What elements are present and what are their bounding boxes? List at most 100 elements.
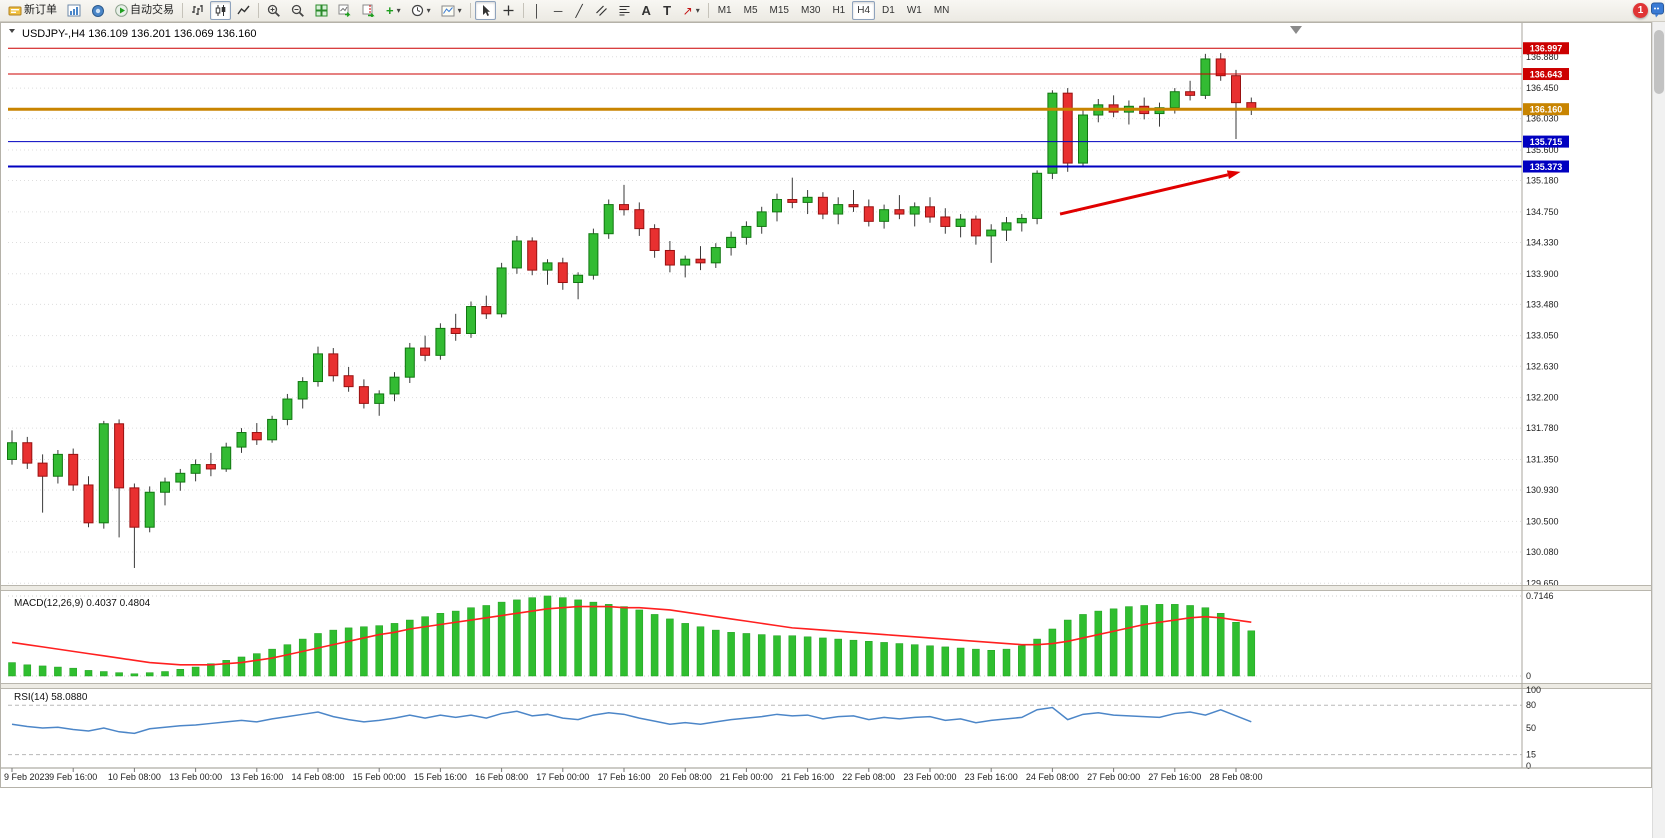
chevron-down-icon: ▾ bbox=[695, 5, 700, 15]
market-watch-button[interactable] bbox=[63, 1, 85, 20]
crosshair-icon bbox=[503, 5, 514, 16]
label-button[interactable]: T bbox=[658, 1, 677, 20]
trendline-button[interactable]: ╱ bbox=[570, 1, 589, 20]
svg-text:133.900: 133.900 bbox=[1526, 269, 1559, 279]
price-badge bbox=[1523, 160, 1569, 173]
svg-text:131.350: 131.350 bbox=[1526, 454, 1559, 464]
chevron-down-icon: ▾ bbox=[457, 5, 462, 15]
auto-scroll-icon bbox=[338, 4, 351, 17]
trendline-icon: ╱ bbox=[575, 3, 583, 18]
templates-dropdown-button[interactable]: ▾ bbox=[437, 1, 466, 20]
line-chart-icon bbox=[237, 5, 250, 15]
zoom-in-button[interactable] bbox=[263, 1, 285, 20]
bar-chart-button[interactable] bbox=[187, 1, 208, 20]
timeframe-h1-button[interactable]: H1 bbox=[827, 1, 850, 20]
svg-text:23 Feb 00:00: 23 Feb 00:00 bbox=[903, 772, 956, 782]
scrollbar-thumb[interactable] bbox=[1654, 30, 1664, 94]
svg-text:129.650: 129.650 bbox=[1526, 578, 1559, 588]
chart-shift-button[interactable] bbox=[358, 1, 380, 20]
time-axis[interactable]: 9 Feb 2023 9 Feb 16:00 10 Feb 08:00 13 Feb … bbox=[0, 767, 1652, 782]
timeframe-d1-button[interactable]: D1 bbox=[877, 1, 900, 20]
svg-text:0: 0 bbox=[1526, 761, 1531, 771]
svg-text:134.330: 134.330 bbox=[1526, 237, 1559, 247]
indicators-dropdown-button[interactable]: + ▾ bbox=[382, 1, 405, 20]
svg-text:136.160: 136.160 bbox=[1530, 105, 1563, 115]
cursor-icon bbox=[482, 5, 490, 16]
trend-arrow-annotation[interactable] bbox=[1059, 170, 1241, 216]
timeframe-m30-button[interactable]: M30 bbox=[796, 1, 825, 20]
svg-text:50: 50 bbox=[1526, 723, 1536, 733]
floating-chat-icon[interactable] bbox=[1651, 2, 1664, 23]
bar-chart-icon bbox=[192, 5, 203, 15]
navigator-button[interactable] bbox=[87, 1, 109, 20]
svg-text:28 Feb 08:00: 28 Feb 08:00 bbox=[1209, 772, 1262, 782]
horizontal-line-icon: ─ bbox=[553, 3, 563, 18]
chart-title: USDJPY-,H4 136.109 136.201 136.069 136.1… bbox=[22, 28, 256, 40]
svg-text:133.480: 133.480 bbox=[1526, 299, 1559, 309]
svg-text:133.050: 133.050 bbox=[1526, 331, 1559, 341]
timeframe-m5-button[interactable]: M5 bbox=[739, 1, 763, 20]
arrows-dropdown-button[interactable]: ↗ ▾ bbox=[679, 1, 704, 20]
market-watch-icon bbox=[67, 4, 81, 17]
price-badge bbox=[1523, 103, 1569, 116]
periods-dropdown-button[interactable]: ▾ bbox=[407, 1, 435, 20]
timeframe-m15-button[interactable]: M15 bbox=[765, 1, 794, 20]
timeframe-w1-button[interactable]: W1 bbox=[902, 1, 927, 20]
svg-text:135.373: 135.373 bbox=[1530, 162, 1563, 172]
text-button[interactable]: A bbox=[637, 1, 656, 20]
price-gridlines bbox=[8, 56, 1522, 584]
panel-splitter[interactable] bbox=[0, 585, 1652, 591]
notification-badge[interactable]: 1 bbox=[1633, 3, 1648, 18]
svg-text:0: 0 bbox=[1526, 671, 1531, 681]
timeframe-h4-button[interactable]: H4 bbox=[852, 1, 876, 20]
candlestick-series bbox=[7, 53, 1257, 568]
price-badge bbox=[1523, 42, 1569, 55]
timeframe-mn-button[interactable]: MN bbox=[929, 1, 955, 20]
vertical-scrollbar[interactable] bbox=[1652, 22, 1665, 838]
toolbar-separator bbox=[182, 3, 183, 18]
chevron-down-icon: ▾ bbox=[426, 5, 431, 15]
auto-trading-button[interactable]: 自动交易 bbox=[111, 1, 178, 20]
text-tool-icon: A bbox=[641, 3, 651, 18]
auto-scroll-button[interactable] bbox=[334, 1, 356, 20]
svg-text:132.630: 132.630 bbox=[1526, 361, 1559, 371]
svg-text:10 Feb 08:00: 10 Feb 08:00 bbox=[108, 772, 161, 782]
price-axis[interactable]: 136.880 136.450 136.030 135.600 135.180 134.7… bbox=[1526, 52, 1559, 589]
rsi-line bbox=[11, 706, 1252, 735]
svg-text:9 Feb 2023: 9 Feb 2023 bbox=[4, 772, 50, 782]
chart-shift-marker[interactable] bbox=[1290, 26, 1302, 34]
svg-text:136.880: 136.880 bbox=[1526, 52, 1559, 62]
arrow-tool-icon: ↗ bbox=[682, 3, 693, 18]
price-chart[interactable]: 136.880 136.450 136.030 135.600 135.180 134.7… bbox=[0, 22, 1652, 788]
fibonacci-button[interactable] bbox=[614, 1, 635, 20]
toolbar-separator bbox=[469, 3, 471, 18]
chart-shift-icon bbox=[362, 4, 375, 17]
svg-text:17 Feb 00:00: 17 Feb 00:00 bbox=[536, 772, 589, 782]
zoom-out-icon bbox=[291, 4, 304, 17]
horizontal-level-lines[interactable]: 136.997 136.643 136.160 135.715 135.373 bbox=[8, 42, 1569, 173]
cursor-button[interactable] bbox=[474, 1, 496, 20]
svg-text:80: 80 bbox=[1526, 700, 1536, 710]
svg-text:9 Feb 16:00: 9 Feb 16:00 bbox=[49, 772, 97, 782]
panel-splitter[interactable] bbox=[0, 683, 1652, 689]
timeframe-m1-button[interactable]: M1 bbox=[713, 1, 737, 20]
zoom-out-button[interactable] bbox=[287, 1, 309, 20]
horizontal-line-button[interactable]: ─ bbox=[549, 1, 568, 20]
price-badge bbox=[1523, 135, 1569, 148]
chart-window[interactable]: 136.880 136.450 136.030 135.600 135.180 134.7… bbox=[0, 22, 1652, 788]
toolbar-separator bbox=[522, 3, 524, 18]
clock-icon bbox=[411, 4, 423, 17]
svg-text:27 Feb 16:00: 27 Feb 16:00 bbox=[1148, 772, 1201, 782]
new-order-button[interactable]: 新订单 bbox=[4, 1, 61, 20]
tile-windows-button[interactable] bbox=[311, 1, 332, 20]
auto-trading-icon bbox=[115, 4, 128, 17]
equidistant-channel-button[interactable] bbox=[591, 1, 612, 20]
candlestick-chart-button[interactable] bbox=[210, 1, 231, 20]
add-indicator-icon: + bbox=[386, 3, 394, 18]
symbol-dropdown-marker[interactable] bbox=[9, 29, 15, 33]
vertical-line-button[interactable]: │ bbox=[528, 1, 547, 20]
svg-text:15 Feb 16:00: 15 Feb 16:00 bbox=[414, 772, 467, 782]
crosshair-button[interactable] bbox=[498, 1, 519, 20]
line-chart-button[interactable] bbox=[233, 1, 254, 20]
toolbar-separator bbox=[707, 3, 709, 18]
